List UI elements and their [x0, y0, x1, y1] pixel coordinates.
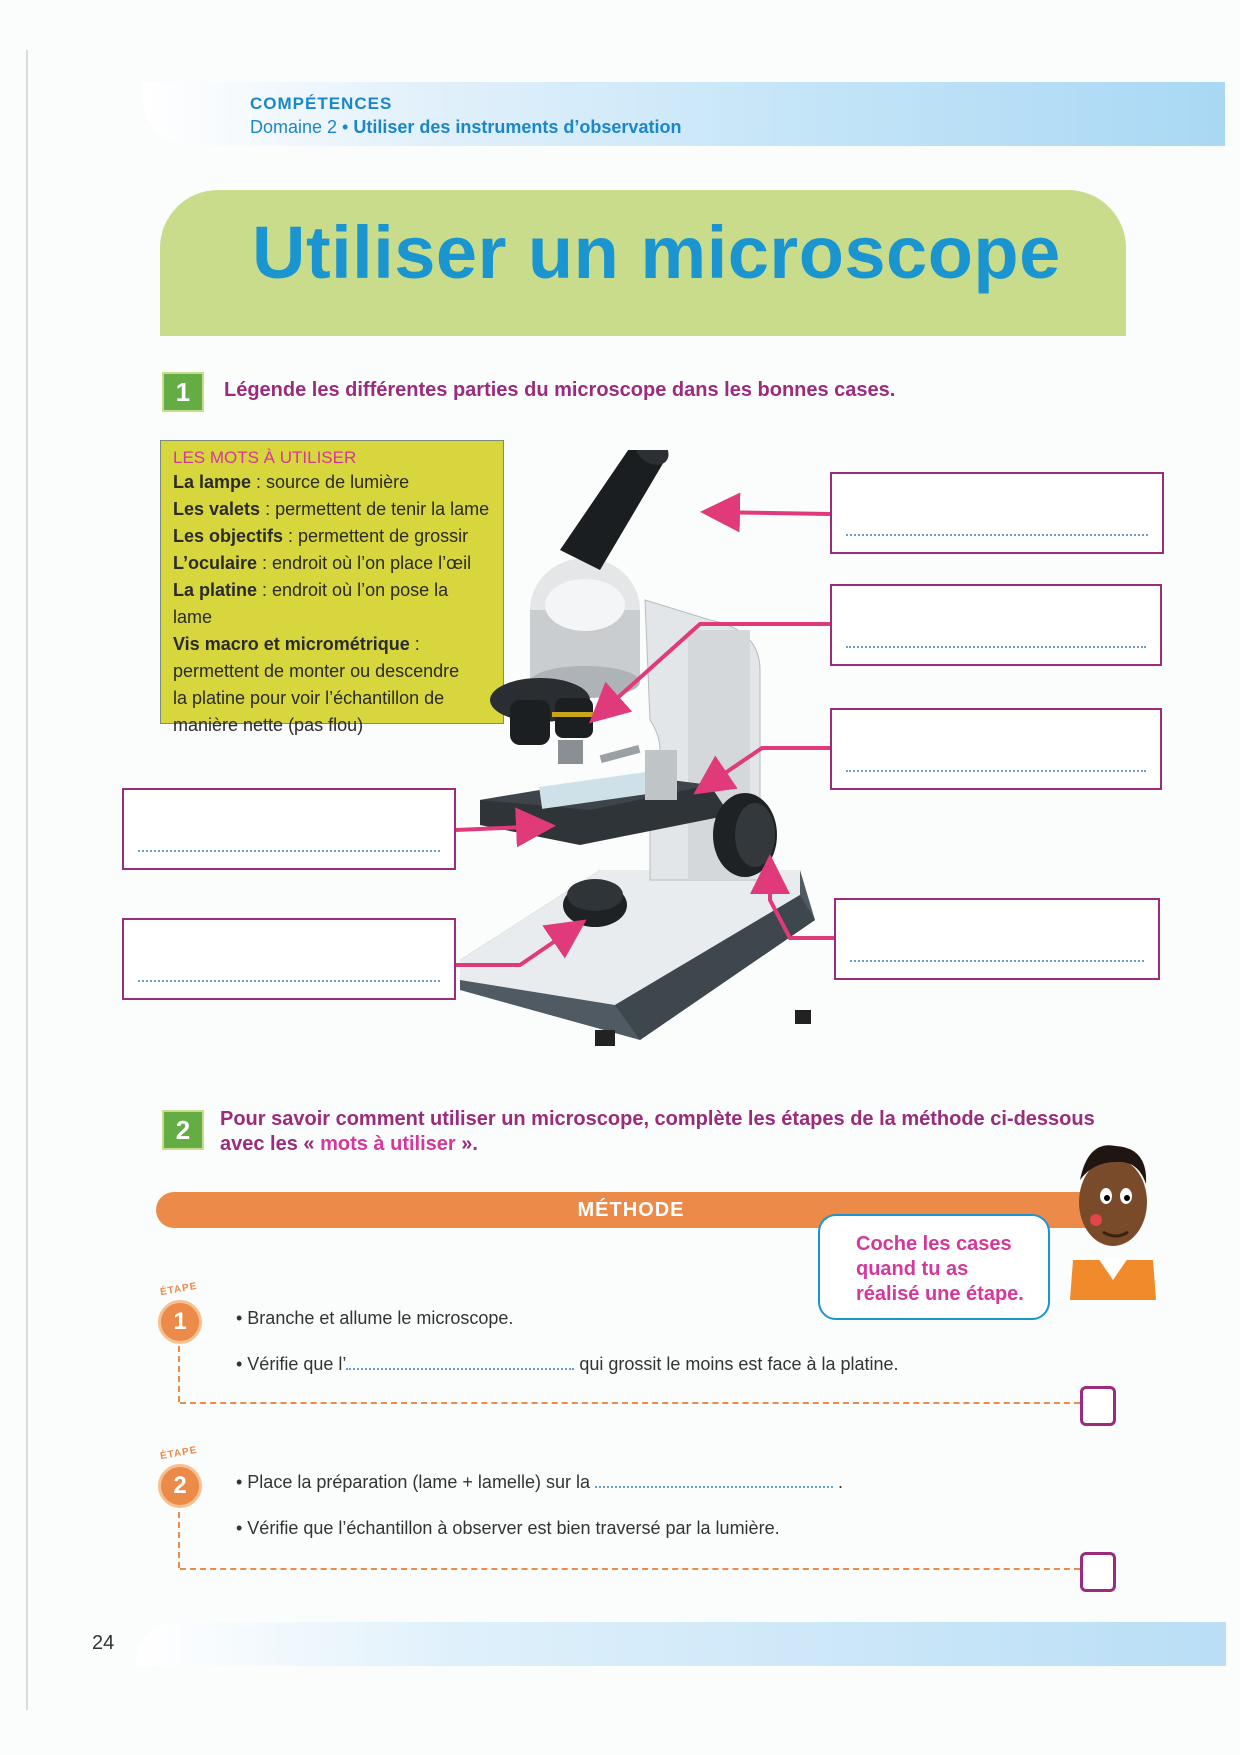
etape-1-line1: • Branche et allume le microscope. [236, 1308, 514, 1328]
word-item-vis-desc-3: manière nette (pas flou) [173, 715, 364, 735]
label-box-oculaire[interactable] [830, 472, 1164, 554]
word-item-vis: Vis macro et micrométrique : [173, 634, 420, 654]
exercise-2-line2: avec les « mots à utiliser ». [220, 1133, 478, 1155]
label-box-lampe[interactable] [122, 918, 456, 1000]
competences-domain: Domaine 2 • Utiliser des instruments d’o… [250, 117, 681, 138]
label-dotted-line [846, 534, 1148, 536]
domain-title: Utiliser des instruments d’observation [353, 117, 682, 137]
etape-1-blank[interactable] [346, 1368, 575, 1370]
tip-bubble: Coche les cases quand tu as réalisé une … [818, 1214, 1050, 1320]
etape-1-number: 1 [158, 1300, 202, 1344]
word-item-oculaire: L’oculaire : endroit où l’on place l’œil [173, 553, 472, 573]
exercise-2-instruction: Pour savoir comment utiliser un microsco… [220, 1107, 1095, 1157]
etape-2-dash-vertical [178, 1512, 180, 1568]
page-number: 24 [92, 1632, 115, 1654]
label-box-objectifs[interactable] [830, 584, 1162, 666]
label-dotted-line [846, 770, 1146, 772]
etape-2-number: 2 [158, 1464, 202, 1508]
words-to-use-box: LES MOTS À UTILISER La lampe : source de… [160, 440, 504, 735]
word-item-objectifs: Les objectifs : permettent de grossir [173, 526, 469, 546]
microscope-illustration [460, 450, 815, 1046]
word-item-vis-desc-2: la platine pour voir l’échantillon de [173, 688, 445, 708]
word-item-platine: La platine : endroit où l’on pose la lam… [173, 580, 449, 627]
etape-2-line1: • Place la préparation (lame + lamelle) … [236, 1472, 843, 1492]
header-band [143, 82, 1225, 146]
label-box-valets[interactable] [830, 708, 1162, 790]
methode-title: MÉTHODE [577, 1198, 685, 1221]
page-margin-rule [26, 50, 28, 1710]
title-banner [160, 190, 1126, 336]
word-item-valets: Les valets : permettent de tenir la lame [173, 499, 490, 519]
etape-1-dash-horizontal [180, 1402, 1080, 1404]
footer-band [136, 1622, 1226, 1666]
label-dotted-line [846, 646, 1146, 648]
etape-2-line2: • Vérifie que l’échantillon à observer e… [236, 1518, 780, 1538]
etape-1-line2: • Vérifie que l’ qui grossit le moins es… [236, 1354, 899, 1374]
domain-prefix: Domaine 2 • [250, 117, 354, 137]
label-dotted-line [850, 960, 1144, 962]
page-title: Utiliser un microscope [252, 211, 1061, 294]
label-dotted-line [138, 850, 440, 852]
etape-2-dash-horizontal [180, 1568, 1080, 1570]
etape-2-checkbox[interactable] [1080, 1552, 1116, 1592]
words-box-header: LES MOTS À UTILISER [173, 448, 357, 467]
word-item-lampe: La lampe : source de lumière [173, 472, 410, 492]
etape-1-checkbox[interactable] [1080, 1386, 1116, 1426]
label-box-platine[interactable] [122, 788, 456, 870]
exercise-1-badge: 1 [162, 372, 204, 412]
label-box-vis[interactable] [834, 898, 1160, 980]
exercise-2-line1: Pour savoir comment utiliser un microsco… [220, 1108, 1095, 1130]
competences-label: COMPÉTENCES [250, 94, 393, 113]
exercise-2-badge: 2 [162, 1110, 204, 1150]
etape-2-blank[interactable] [594, 1486, 833, 1488]
exercise-1-instruction: Légende les différentes parties du micro… [224, 379, 896, 401]
word-item-vis-desc-1: permettent de monter ou descendre [173, 661, 460, 681]
etape-1-dash-vertical [178, 1346, 180, 1402]
label-dotted-line [138, 980, 440, 982]
character-illustration [1070, 1145, 1156, 1300]
